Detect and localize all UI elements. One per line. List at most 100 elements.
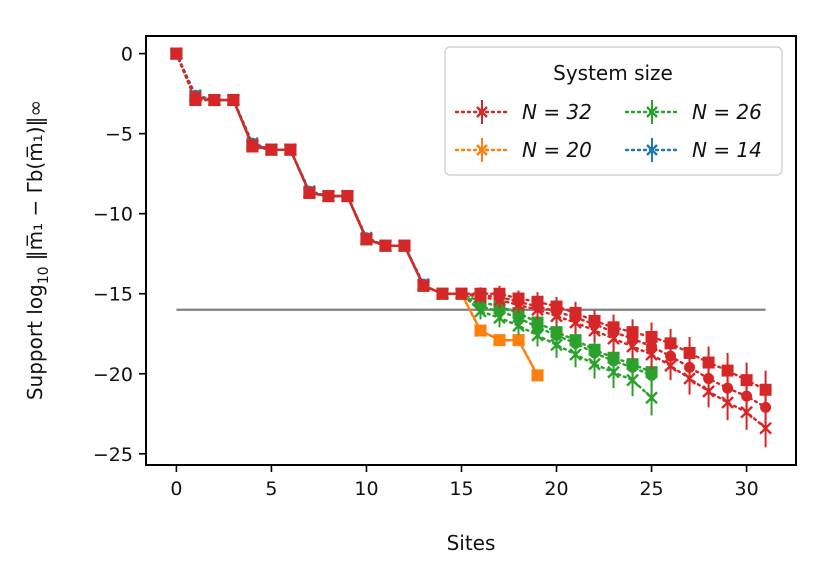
data-point xyxy=(493,287,506,300)
data-point xyxy=(664,359,677,373)
legend-label: N = 26 xyxy=(692,100,762,124)
legend-label: N = 32 xyxy=(522,100,592,124)
series-n32 xyxy=(170,47,772,448)
series-layer xyxy=(170,47,772,448)
legend: System size N = 32 N = 26 N = 20 N = 14 xyxy=(444,46,783,176)
data-point xyxy=(683,346,696,359)
data-point xyxy=(322,190,335,203)
data-point xyxy=(588,314,601,327)
legend-box xyxy=(444,46,783,176)
data-point xyxy=(703,373,715,385)
data-point xyxy=(646,341,658,353)
y-tick-label: 0 xyxy=(121,44,133,66)
data-point xyxy=(398,239,411,252)
data-point xyxy=(569,306,582,319)
data-point xyxy=(417,279,430,292)
data-point xyxy=(607,365,620,379)
data-point xyxy=(759,421,772,435)
legend-marker xyxy=(476,106,488,118)
data-point xyxy=(284,143,297,156)
ticks-layer: 0 5 10 15 20 25 30 0 −5 −10 −15 −20 −25 xyxy=(93,44,759,500)
data-point xyxy=(684,361,696,373)
data-point xyxy=(550,300,563,313)
data-point xyxy=(170,47,183,60)
legend-marker xyxy=(646,106,658,118)
legend-title: System size xyxy=(553,61,673,85)
plot-frame xyxy=(145,35,797,466)
data-point xyxy=(645,348,658,361)
data-point xyxy=(665,350,677,362)
data-point xyxy=(626,373,639,387)
data-point xyxy=(645,391,658,405)
data-point xyxy=(189,94,202,107)
x-tick-label: 20 xyxy=(544,478,568,500)
data-point xyxy=(740,405,753,419)
data-point xyxy=(607,321,620,334)
data-point xyxy=(550,338,563,352)
data-point xyxy=(455,287,468,300)
x-tick-label: 10 xyxy=(354,478,378,500)
data-point xyxy=(683,372,696,385)
data-point xyxy=(702,356,715,369)
legend-entries: N = 32 N = 26 N = 20 N = 14 xyxy=(454,100,762,162)
legend-marker xyxy=(646,144,658,156)
y-tick-label: −10 xyxy=(93,204,133,226)
y-tick-label: −20 xyxy=(93,364,133,386)
data-point xyxy=(512,319,525,333)
data-point xyxy=(759,383,772,396)
y-tick-label: −5 xyxy=(105,124,133,146)
y-tick-label: −15 xyxy=(93,284,133,306)
data-point xyxy=(645,366,658,379)
legend-label: N = 14 xyxy=(692,138,762,162)
x-tick-label: 15 xyxy=(449,478,473,500)
data-point xyxy=(341,190,354,203)
data-point xyxy=(588,343,601,356)
y-tick-label: −25 xyxy=(93,444,133,466)
data-point xyxy=(607,351,620,364)
data-point xyxy=(645,330,658,343)
data-point xyxy=(246,140,259,153)
data-point xyxy=(531,295,544,308)
data-point xyxy=(512,334,525,347)
data-point xyxy=(588,357,601,371)
data-point xyxy=(265,143,278,156)
data-point xyxy=(626,326,639,339)
data-point xyxy=(379,239,392,252)
data-point xyxy=(721,396,734,409)
y-axis-label-main: Support log xyxy=(23,284,47,400)
data-point xyxy=(474,287,487,300)
data-point xyxy=(569,334,582,347)
data-point xyxy=(664,337,677,350)
legend-entry: N = 20 xyxy=(454,138,592,162)
data-point xyxy=(702,385,715,398)
x-tick-label: 0 xyxy=(170,478,182,500)
legend-marker xyxy=(476,144,488,156)
data-point xyxy=(512,292,525,305)
x-tick-label: 30 xyxy=(734,478,758,500)
y-axis-label-norm: ‖m̅₁ − Γb(m̅₁)‖∞ xyxy=(23,100,47,261)
data-point xyxy=(531,369,544,382)
legend-entry: N = 14 xyxy=(624,138,762,162)
data-point xyxy=(569,348,582,361)
data-point xyxy=(741,390,753,402)
data-point xyxy=(208,94,221,107)
y-axis-label: Support log10 ‖m̅₁ − Γb(m̅₁)‖∞ xyxy=(23,100,52,400)
data-point xyxy=(227,94,240,107)
data-point xyxy=(303,186,316,199)
data-point xyxy=(722,382,734,394)
data-point xyxy=(740,374,753,387)
data-point xyxy=(531,316,544,329)
data-point xyxy=(531,328,544,342)
data-point xyxy=(626,358,639,371)
data-point xyxy=(436,287,449,300)
x-axis-label: Sites xyxy=(447,531,496,555)
x-tick-label: 5 xyxy=(265,478,277,500)
data-point xyxy=(550,326,563,339)
data-point xyxy=(493,334,506,347)
legend-entry: N = 32 xyxy=(454,100,592,124)
data-point xyxy=(721,364,734,377)
data-point xyxy=(474,324,487,337)
data-point xyxy=(626,340,639,353)
data-point xyxy=(360,233,373,246)
